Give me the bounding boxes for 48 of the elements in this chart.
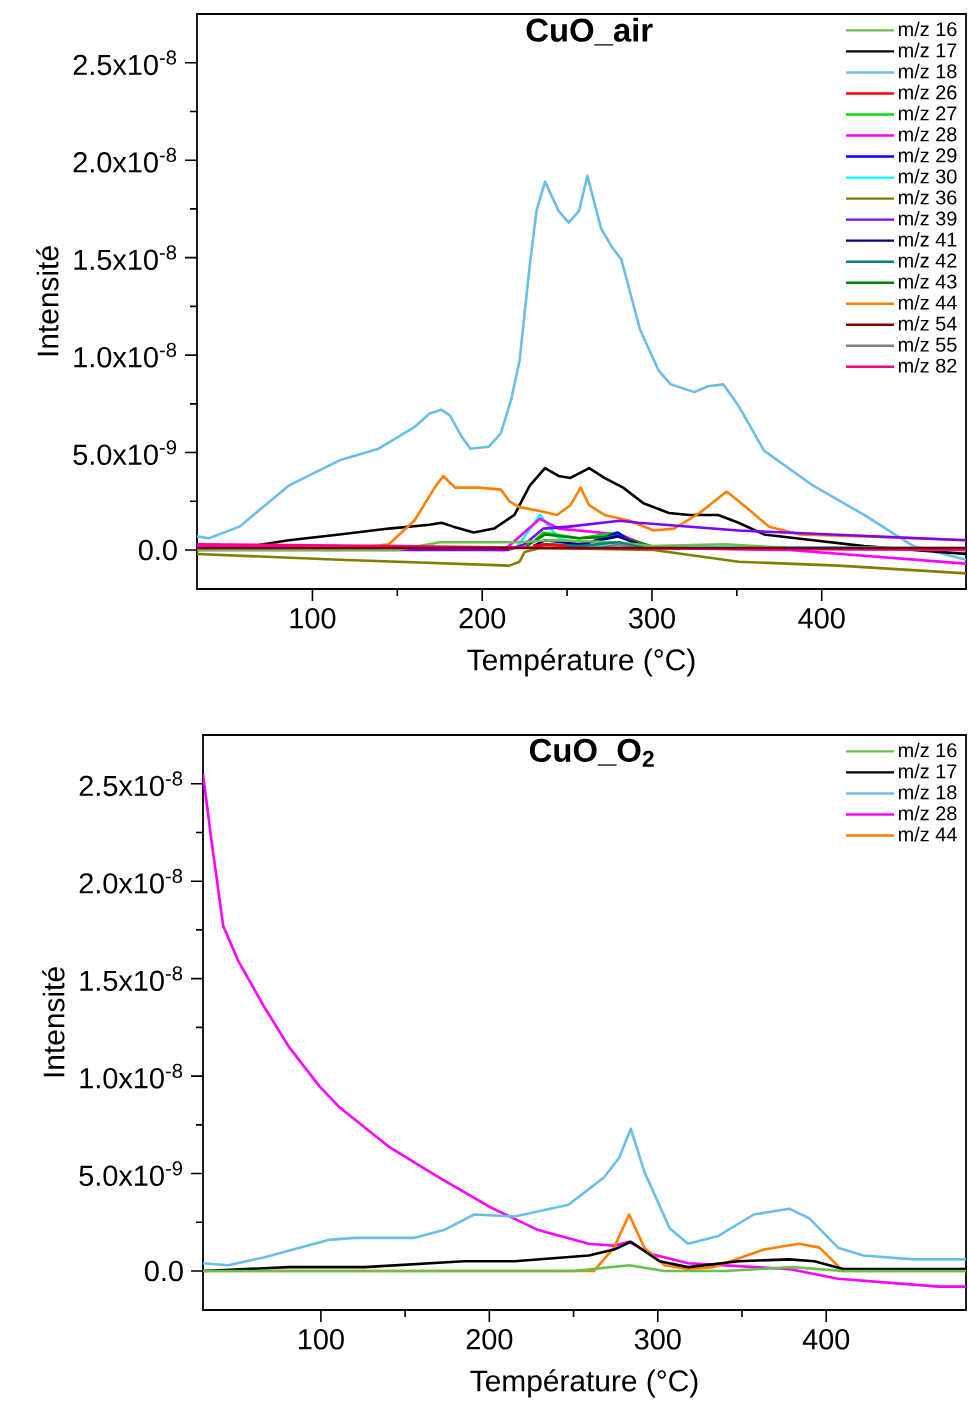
legend-label: m/z 17	[898, 763, 957, 779]
legend-label: m/z 82	[898, 358, 957, 373]
x-tick-label: 400	[802, 1329, 850, 1350]
legend-label: m/z 43	[898, 274, 957, 289]
y-tick-label: 2.0x10$^{-8}$	[73, 147, 177, 173]
x-axis-title: Température (°C)	[467, 648, 695, 677]
legend-label: m/z 28	[898, 805, 957, 821]
x-axis-title: Température (°C)	[470, 1369, 698, 1398]
x-tick-label: 300	[634, 1329, 681, 1350]
legend-label: m/z 28	[898, 126, 957, 142]
legend-label: m/z 18	[898, 63, 957, 79]
y-tick-label: 0.0	[138, 539, 177, 561]
legend-label: m/z 16	[898, 742, 957, 758]
x-tick-label: 300	[628, 608, 675, 629]
legend-label: m/z 54	[898, 316, 957, 331]
chart-title: CuO_air	[526, 17, 653, 46]
y-tick-label: 0.0	[144, 1260, 183, 1282]
legend-label: m/z 55	[898, 337, 957, 352]
legend-label: m/z 17	[898, 42, 957, 58]
legend-label: m/z 44	[898, 295, 957, 310]
x-tick-label: 400	[798, 608, 845, 629]
x-tick-label: 200	[459, 608, 506, 629]
y-tick-label: 2.5x10$^{-8}$	[79, 771, 183, 797]
x-tick-label: 100	[298, 1329, 344, 1350]
legend-label: m/z 44	[898, 826, 957, 842]
y-tick-label: 2.5x10$^{-8}$	[73, 50, 177, 76]
y-tick-label: 5.0x10$^{-9}$	[79, 1161, 182, 1186]
legend-label: m/z 36	[898, 189, 957, 205]
y-axis-title: Intensité	[42, 967, 65, 1077]
legend-label: m/z 29	[898, 147, 957, 163]
legend-label: m/z 41	[898, 231, 957, 247]
y-tick-label: 5.0x10$^{-9}$	[73, 440, 176, 465]
chart-title: CuO_O$_{2}$	[529, 738, 654, 767]
y-tick-label: 1.5x10$^{-8}$	[74, 245, 177, 271]
legend-label: m/z 27	[898, 105, 957, 121]
legend-label: m/z 30	[898, 168, 957, 184]
x-tick-label: 200	[466, 1329, 513, 1350]
legend-label: m/z 18	[898, 784, 957, 800]
legend-label: m/z 16	[898, 21, 957, 37]
y-tick-label: 1.5x10$^{-8}$	[80, 966, 183, 992]
legend-label: m/z 42	[898, 252, 957, 268]
y-tick-label: 1.0x10$^{-8}$	[74, 342, 177, 368]
y-tick-label: 2.0x10$^{-8}$	[79, 868, 183, 894]
legend-label: m/z 39	[898, 210, 957, 226]
y-axis-title: Intensité	[36, 246, 59, 356]
y-tick-label: 1.0x10$^{-8}$	[80, 1063, 183, 1089]
x-tick-label: 100	[290, 608, 336, 629]
legend-label: m/z 26	[898, 84, 957, 100]
